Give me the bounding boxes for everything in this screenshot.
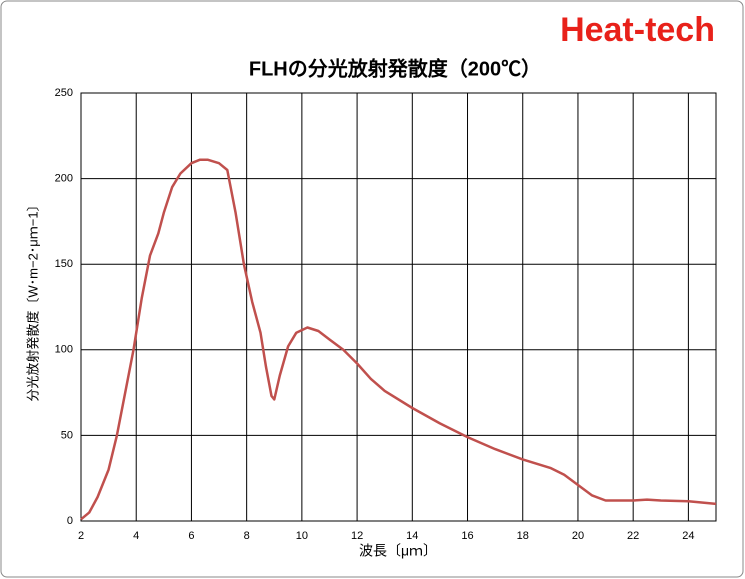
y-tick-label: 0 (67, 515, 73, 527)
y-tick-label: 250 (55, 87, 73, 99)
x-tick-label: 20 (572, 530, 584, 542)
y-tick-label: 50 (61, 429, 73, 441)
y-axis-label: 分光放射発散度〔W･m−2･μｍ−1〕 (25, 198, 40, 401)
x-tick-label: 24 (682, 530, 694, 542)
x-tick-label: 2 (78, 530, 84, 542)
chart-title: FLHの分光放射発散度（200℃） (249, 56, 541, 80)
brand: Heat-tech (560, 11, 715, 49)
x-tick-label: 4 (133, 530, 139, 542)
x-tick-label: 18 (517, 530, 529, 542)
x-tick-label: 22 (627, 530, 639, 542)
x-tick-label: 8 (244, 530, 250, 542)
x-tick-label: 10 (296, 530, 308, 542)
x-tick-label: 14 (406, 530, 418, 542)
y-tick-label: 150 (55, 258, 73, 270)
y-tick-label: 200 (55, 173, 73, 185)
x-tick-label: 12 (351, 530, 363, 542)
x-tick-label: 6 (188, 530, 194, 542)
x-axis-label: 波長〔μｍ〕 (359, 543, 437, 559)
data-line (80, 158, 717, 521)
x-tick-label: 16 (461, 530, 473, 542)
y-tick-label: 100 (55, 344, 73, 356)
